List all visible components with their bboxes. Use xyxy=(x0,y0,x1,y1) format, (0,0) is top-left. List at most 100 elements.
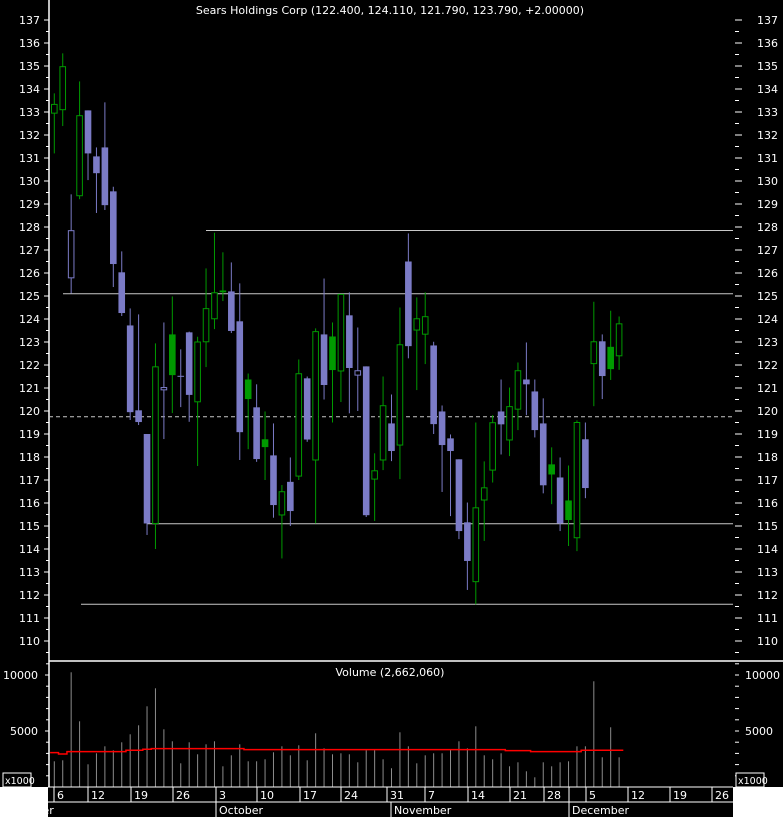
y-tick-label-right: 124 xyxy=(757,313,778,326)
candle xyxy=(582,422,589,499)
candle xyxy=(379,376,387,471)
day-label: 26 xyxy=(715,789,729,802)
y-tick-label-left: 116 xyxy=(19,497,40,510)
y-tick-label-left: 110 xyxy=(19,635,40,648)
y-tick-label-left: 130 xyxy=(19,175,40,188)
y-tick-label-right: 136 xyxy=(757,37,778,50)
candle-body xyxy=(607,346,614,370)
candle xyxy=(278,485,286,559)
y-tick-label-left: 128 xyxy=(19,221,40,234)
y-tick-label-right: 120 xyxy=(757,405,778,418)
y-tick-label-left: 131 xyxy=(19,152,40,165)
y-tick-label-left: 135 xyxy=(19,60,40,73)
y-tick-label-left: 112 xyxy=(19,589,40,602)
candle xyxy=(211,232,218,330)
candle-body xyxy=(110,191,117,265)
candle xyxy=(472,422,480,605)
volume-unit-label-right: x1000 xyxy=(738,776,768,787)
candle xyxy=(236,283,244,460)
candle-body xyxy=(523,379,530,385)
day-label: 24 xyxy=(344,789,358,802)
y-tick-label-right: 110 xyxy=(757,635,778,648)
candle-body xyxy=(211,292,218,320)
y-tick-label-right: 122 xyxy=(757,359,778,372)
candle xyxy=(405,233,412,359)
candle-body xyxy=(152,366,159,524)
candle xyxy=(160,322,168,440)
candle xyxy=(253,384,260,462)
candle-body xyxy=(464,522,471,561)
candle xyxy=(421,292,429,365)
volume-pane: 10000 10000 5000 5000 x1000 x1000 xyxy=(2,663,780,788)
candle-body xyxy=(51,103,58,114)
day-label: 5 xyxy=(589,789,596,802)
candle xyxy=(270,423,277,518)
candle xyxy=(590,301,598,407)
candle-body xyxy=(421,316,429,335)
y-tick-label-left: 114 xyxy=(19,543,40,556)
y-tick-label-right: 115 xyxy=(757,520,778,533)
candle-body xyxy=(615,323,623,357)
y-tick-label-left: 134 xyxy=(19,83,40,96)
y-tick-label-right: 133 xyxy=(757,106,778,119)
candle xyxy=(194,336,201,466)
y-tick-label-right: 132 xyxy=(757,129,778,142)
y-tick-label-right: 125 xyxy=(757,290,778,303)
y-tick-label-right: 130 xyxy=(757,175,778,188)
y-tick-label-right: 134 xyxy=(757,83,778,96)
candle xyxy=(185,331,193,422)
y-tick-label-right: 131 xyxy=(757,152,778,165)
volume-tick-label-left: 5000 xyxy=(10,725,38,738)
candle xyxy=(287,457,294,526)
candle-body xyxy=(177,375,185,377)
candle xyxy=(177,349,185,408)
day-label: 21 xyxy=(513,789,527,802)
candle-body xyxy=(320,334,328,386)
candle xyxy=(202,268,210,368)
candle xyxy=(101,102,109,210)
y-tick-label-right: 112 xyxy=(757,589,778,602)
day-label: 19 xyxy=(673,789,687,802)
candle-body xyxy=(413,318,421,331)
candle xyxy=(447,434,454,517)
y-tick-label-left: 125 xyxy=(19,290,40,303)
volume-tick-label-right: 10000 xyxy=(745,669,780,682)
y-tick-label-left: 113 xyxy=(19,566,40,579)
candle xyxy=(219,252,227,302)
candle-body xyxy=(84,110,92,154)
candle-body xyxy=(337,293,345,372)
candle-body xyxy=(447,438,454,452)
candle xyxy=(143,434,151,535)
candle xyxy=(464,502,471,590)
candle xyxy=(531,379,539,438)
y-tick-label-left: 133 xyxy=(19,106,40,119)
candle xyxy=(430,341,437,434)
candle xyxy=(556,457,564,532)
candle xyxy=(354,327,362,411)
candle xyxy=(523,342,530,416)
candle xyxy=(244,373,252,450)
candle-body xyxy=(76,115,83,197)
candle-body xyxy=(472,507,480,583)
candle-body xyxy=(236,321,244,433)
day-label: 17 xyxy=(303,789,317,802)
candle-body xyxy=(185,332,193,395)
y-tick-label-left: 122 xyxy=(19,359,40,372)
day-label: 3 xyxy=(219,789,226,802)
candle-body xyxy=(548,464,555,475)
candle-body xyxy=(67,230,75,279)
candle xyxy=(362,366,370,518)
candle-body xyxy=(556,477,564,524)
y-tick-label-left: 132 xyxy=(19,129,40,142)
candle xyxy=(67,194,75,294)
candle-body xyxy=(405,261,412,347)
candle-body xyxy=(126,325,134,413)
month-label: December xyxy=(572,804,630,817)
candle xyxy=(346,292,353,414)
y-tick-label-left: 124 xyxy=(19,313,40,326)
candle-body xyxy=(329,336,336,371)
candle xyxy=(607,310,614,380)
candle xyxy=(506,387,513,457)
chart-title: Sears Holdings Corp (122.400, 124.110, 1… xyxy=(196,4,584,17)
